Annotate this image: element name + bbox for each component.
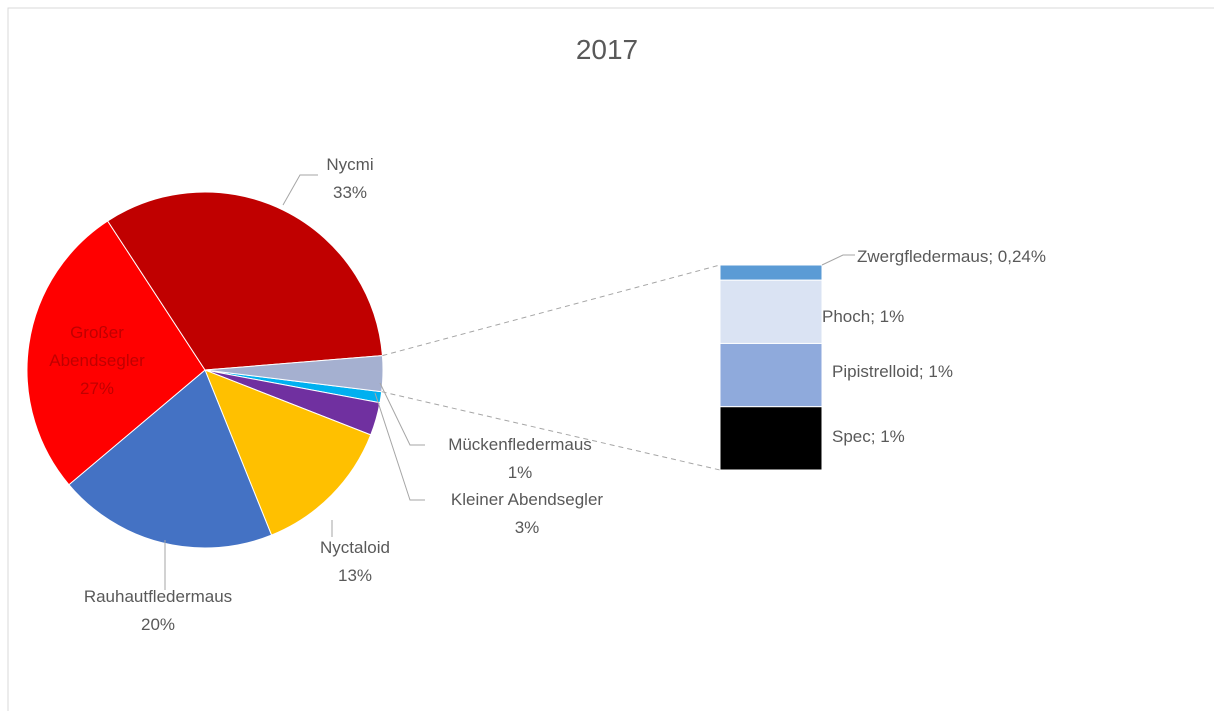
bar-label: Pipistrelloid; 1% <box>832 362 953 381</box>
bar-segment <box>719 264 823 281</box>
bar-label: Spec; 1% <box>832 427 905 446</box>
pie-other-slice <box>204 355 384 393</box>
data-label: Kleiner Abendsegler 3% <box>417 486 637 542</box>
pie-slice <box>68 369 273 549</box>
slice-name: Mückenfledermaus <box>448 435 592 454</box>
slice-value: 13% <box>337 566 373 585</box>
bar-segment <box>719 279 823 344</box>
data-label: Rauhautfledermaus 20% <box>48 583 268 639</box>
connector-line <box>381 391 721 471</box>
slice-name: Kleiner Abendsegler <box>450 490 604 509</box>
pie-slice <box>106 191 383 371</box>
connector-line <box>382 264 721 357</box>
slice-value: 27% <box>79 379 115 398</box>
data-label: Nyctaloid 13% <box>245 534 465 590</box>
slice-value: 20% <box>140 615 176 634</box>
data-label: Mückenfledermaus 1% <box>410 431 630 487</box>
slice-name: Großer Abendsegler <box>49 323 145 370</box>
slice-name: Nyctaloid <box>320 538 390 557</box>
slice-name: Nycmi <box>326 155 374 174</box>
chart-title: 2017 <box>575 34 639 65</box>
slice-value: 1% <box>507 463 533 482</box>
bar-segment <box>719 342 823 408</box>
chart-frame <box>7 7 1214 711</box>
slice-name: Rauhautfledermaus <box>83 587 233 606</box>
leader-line <box>379 382 425 446</box>
data-label: Nycmi 33% <box>240 151 460 207</box>
leader-line <box>374 392 425 501</box>
leader-line <box>282 174 318 206</box>
data-label: Großer Abendsegler 27% <box>0 319 207 403</box>
slice-value: 3% <box>514 518 540 537</box>
bar-segment <box>719 406 823 471</box>
pie-slice <box>26 220 206 486</box>
bar-label: Phoch; 1% <box>822 307 905 326</box>
pie-slice <box>204 369 372 536</box>
slice-value: 33% <box>332 183 368 202</box>
leader-line <box>821 254 855 266</box>
bar-label: Zwergfledermaus; 0,24% <box>857 247 1046 266</box>
